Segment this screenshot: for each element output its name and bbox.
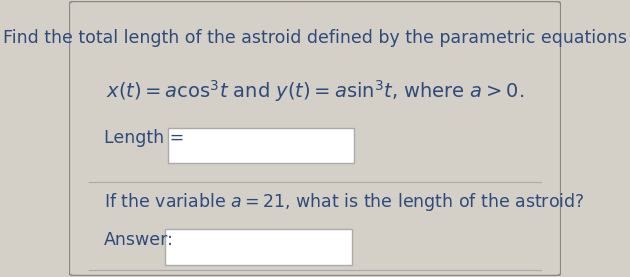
FancyBboxPatch shape bbox=[69, 1, 561, 276]
Text: $x(t) = a\cos^3\!t$ and $y(t) = a\sin^3\!t$, where $a > 0$.: $x(t) = a\cos^3\!t$ and $y(t) = a\sin^3\… bbox=[106, 78, 524, 104]
FancyBboxPatch shape bbox=[168, 127, 354, 163]
Text: If the variable $a = 21$, what is the length of the astroid?: If the variable $a = 21$, what is the le… bbox=[104, 191, 584, 212]
Text: Answer:: Answer: bbox=[104, 231, 173, 249]
Text: Find the total length of the astroid defined by the parametric equations: Find the total length of the astroid def… bbox=[3, 29, 627, 47]
FancyBboxPatch shape bbox=[165, 229, 352, 265]
Text: Length =: Length = bbox=[104, 130, 190, 147]
